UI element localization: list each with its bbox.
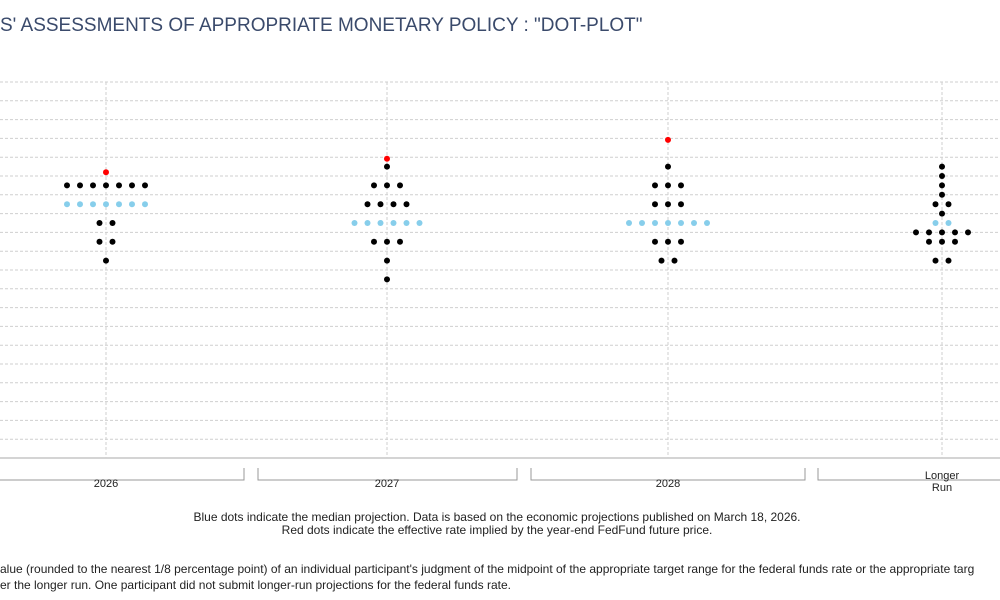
median-dot [116, 201, 122, 208]
participant-dot [103, 182, 109, 189]
median-dot [103, 201, 109, 208]
participant-dot [939, 210, 945, 217]
participant-dot [377, 201, 384, 208]
participant-dot [652, 238, 658, 245]
median-dot [77, 201, 83, 208]
implied-rate-dot [665, 136, 671, 143]
participant-dot [939, 182, 945, 189]
median-dot [691, 220, 697, 226]
median-dot [678, 220, 684, 226]
participant-dot [939, 229, 945, 236]
median-dot [945, 220, 952, 226]
median-dot [652, 220, 658, 226]
participant-dot [109, 238, 116, 245]
participant-dot [939, 173, 945, 179]
footnote: er the longer run. One participant did n… [0, 578, 511, 592]
chart-title: S' ASSESSMENTS OF APPROPRIATE MONETARY P… [0, 15, 643, 36]
participant-dot [932, 201, 939, 208]
median-dot [626, 220, 632, 226]
implied-rate-dot [103, 169, 109, 176]
median-dot [129, 201, 135, 208]
participant-dot [665, 238, 671, 245]
participant-dot [384, 182, 390, 189]
median-dot [364, 220, 371, 226]
participant-dot [103, 257, 109, 264]
median-dot [665, 220, 671, 226]
axis-bracket [0, 468, 1000, 481]
participant-dot [90, 182, 96, 189]
participant-dot [939, 163, 945, 170]
participant-dot [371, 182, 377, 189]
participant-dot [96, 238, 103, 245]
note: Red dots indicate the effective rate imp… [282, 523, 713, 537]
participant-dot [939, 191, 945, 198]
participant-dot [142, 182, 148, 189]
median-dot [377, 220, 384, 226]
participant-dot [109, 220, 116, 226]
median-dot [351, 220, 358, 226]
median-dot [639, 220, 645, 226]
participant-dot [652, 201, 658, 208]
participant-dot [926, 238, 932, 245]
implied-rate-dot [384, 155, 390, 162]
participant-dot [952, 238, 958, 245]
median-dot [64, 201, 70, 208]
participant-dot [658, 257, 665, 264]
participant-dot [926, 229, 932, 236]
footnote: alue (rounded to the nearest 1/8 percent… [0, 562, 974, 576]
participant-dot [678, 238, 684, 245]
note: Blue dots indicate the median projection… [193, 510, 800, 524]
x-tick-label: 2026 [94, 478, 118, 490]
participant-dot [678, 201, 684, 208]
participant-dot [77, 182, 83, 189]
participant-dot [652, 182, 658, 189]
participant-dot [403, 201, 410, 208]
participant-dot [665, 182, 671, 189]
median-dot [90, 201, 96, 208]
x-tick-label: 2028 [656, 478, 680, 490]
participant-dot [945, 201, 952, 208]
participant-dot [397, 182, 403, 189]
participant-dot [932, 257, 939, 264]
participant-dot [390, 201, 397, 208]
participant-dot [665, 163, 671, 170]
participant-dot [384, 238, 390, 245]
participant-dot [397, 238, 403, 245]
median-dot [932, 220, 939, 226]
participant-dot [952, 229, 958, 236]
participant-dot [665, 201, 671, 208]
x-tick-label: 2027 [375, 478, 399, 490]
participant-dot [384, 163, 390, 170]
participant-dot [384, 276, 390, 283]
median-dot [403, 220, 410, 226]
participant-dot [671, 257, 678, 264]
participant-dot [965, 229, 971, 236]
participant-dot [945, 257, 952, 264]
participant-dot [384, 257, 390, 264]
participant-dot [96, 220, 103, 226]
participant-dot [913, 229, 919, 236]
participant-dot [64, 182, 70, 189]
x-tick-label: Longer Run [924, 470, 960, 494]
participant-dot [939, 238, 945, 245]
participant-dot [116, 182, 122, 189]
median-dot [704, 220, 710, 226]
participant-dot [678, 182, 684, 189]
participant-dot [129, 182, 135, 189]
participant-dot [364, 201, 371, 208]
median-dot [416, 220, 423, 226]
median-dot [390, 220, 397, 226]
median-dot [142, 201, 148, 208]
participant-dot [371, 238, 377, 245]
